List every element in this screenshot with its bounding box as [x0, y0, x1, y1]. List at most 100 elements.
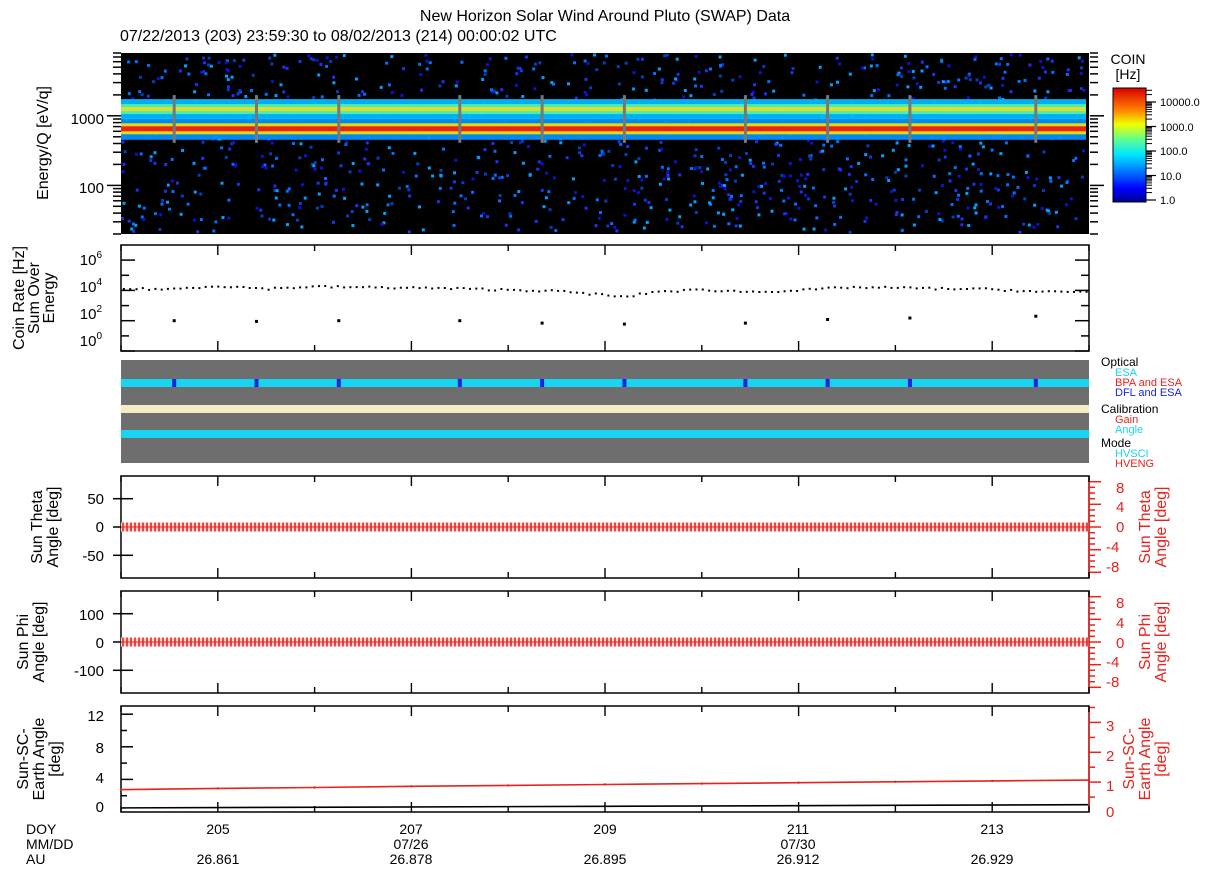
coin-rate-ytick-1e0: 100: [80, 331, 103, 350]
spectrogram-noise-pixel: [453, 180, 456, 184]
spectrogram-noise-pixel: [804, 177, 808, 181]
sun-theta-rlabel-1: Sun Theta: [1137, 490, 1154, 564]
coin-rate-point: [1029, 290, 1031, 292]
coin-rate-point: [815, 288, 817, 291]
spectrogram-noise-pixel: [1067, 89, 1071, 93]
coin-rate-point: [305, 286, 308, 289]
spectrogram-noise-pixel: [420, 88, 424, 92]
sun-phi-rtick-neg4: -4: [1106, 654, 1119, 671]
spectrogram-noise-pixel: [1003, 70, 1007, 74]
spectrogram-noise-pixel: [682, 95, 686, 99]
coin-rate-point: [852, 285, 855, 288]
spectrogram-noise-pixel: [657, 67, 661, 71]
coin-rate-point: [525, 290, 528, 293]
spectrogram-noise-pixel: [342, 187, 345, 191]
spectrogram-noise-pixel: [720, 89, 724, 93]
spectrogram-noise-pixel: [461, 181, 465, 185]
spectrogram-noise-pixel: [279, 83, 283, 87]
coin-rate-point: [764, 290, 767, 293]
coin-rate-point: [726, 289, 729, 292]
spectrogram-noise-pixel: [777, 153, 780, 157]
spectrogram-noise-pixel: [471, 177, 475, 181]
spectrogram-noise-pixel: [427, 166, 431, 170]
spectrogram-noise-pixel: [1033, 203, 1037, 207]
coin-rate-point: [1035, 290, 1038, 293]
coin-rate-point: [204, 285, 207, 288]
sun-theta-rtick-8: 8: [1116, 480, 1124, 497]
spectrogram-noise-pixel: [973, 57, 977, 61]
spectrogram-noise-pixel: [571, 177, 575, 181]
spectrogram-noise-pixel: [441, 147, 445, 151]
spectrogram-noise-pixel: [312, 164, 316, 168]
coin-rate-point: [166, 287, 169, 290]
spectrogram-noise-pixel: [599, 211, 602, 215]
x-tick-doy-213: 213: [980, 821, 1004, 837]
coin-rate-point: [1022, 290, 1025, 293]
spectrogram-noise-pixel: [912, 223, 916, 227]
spectrogram-noise-pixel: [1048, 176, 1052, 180]
sun-phi-rlabel-1: Sun Phi: [1137, 614, 1154, 670]
spectrogram-noise-pixel: [231, 94, 235, 98]
spectrogram-noise-pixel: [319, 62, 323, 66]
spectrogram-noise-pixel: [667, 177, 671, 181]
spectrogram-noise-pixel: [533, 87, 537, 91]
spectrogram-noise-pixel: [864, 173, 868, 177]
coin-rate-point: [129, 288, 132, 291]
spectrogram-noise-pixel: [228, 147, 232, 151]
spectrogram-noise-pixel: [704, 221, 708, 225]
coin-rate-point: [424, 286, 427, 289]
spectrogram-noise-pixel: [900, 74, 904, 78]
spectrogram-noise-pixel: [480, 214, 483, 218]
spectrogram-noise-pixel: [997, 205, 1001, 209]
spectrogram-noise-pixel: [320, 166, 324, 170]
sse-ytick-0: 0: [96, 799, 104, 816]
spectrogram-noise-pixel: [894, 213, 898, 216]
coin-rate-point: [802, 288, 805, 291]
colorbar-tick-10000: 10000.0: [1160, 97, 1200, 109]
coin-rate-panel: 106 104 102 100 Coin Rate [Hz] Sum Over …: [11, 244, 1090, 352]
spectrogram-noise-pixel: [534, 62, 537, 66]
spectrogram-noise-pixel: [1028, 63, 1032, 67]
coin-rate-point: [173, 287, 176, 290]
spectrogram-noise-pixel: [752, 96, 756, 100]
spectrogram-noise-pixel: [724, 161, 728, 165]
spectrogram-noise-pixel: [640, 57, 644, 61]
spectrogram-noise-pixel: [989, 202, 992, 206]
spectrogram-noise-pixel: [971, 162, 975, 166]
spectrogram-noise-pixel: [738, 156, 742, 159]
spectrogram-noise-pixel: [676, 72, 680, 76]
spectrogram-noise-pixel: [1001, 83, 1005, 87]
spectrogram-noise-pixel: [413, 151, 417, 155]
spectrogram-gap: [826, 95, 830, 143]
spectrogram-noise-pixel: [752, 190, 756, 194]
colorbar: COIN [Hz] 10000.0 1000.0 100.0 10.0 1.0: [1111, 51, 1200, 207]
spectrogram-noise-pixel: [760, 184, 763, 188]
coin-rate-point: [185, 286, 188, 289]
spectrogram-noise-pixel: [584, 206, 588, 210]
spectrogram-noise-pixel: [812, 227, 816, 231]
spectrogram-noise-pixel: [127, 219, 131, 223]
spectrogram-noise-pixel: [994, 62, 998, 66]
spectrogram-noise-pixel: [734, 165, 738, 169]
spectrogram-noise-pixel: [1032, 184, 1036, 188]
spectrogram-noise-pixel: [291, 213, 295, 217]
spectrogram-noise-pixel: [976, 168, 980, 171]
spectrogram-noise-pixel: [274, 196, 278, 200]
spectrogram-noise-pixel: [637, 175, 641, 178]
coin-rate-point: [582, 291, 585, 294]
coin-rate-point: [198, 287, 201, 290]
spectrogram-noise-pixel: [1049, 179, 1053, 183]
spectrogram-noise-pixel: [1045, 208, 1049, 212]
coin-rate-point: [387, 287, 390, 290]
spectrogram-noise-pixel: [953, 85, 957, 89]
spectrogram-noise-pixel: [364, 147, 368, 151]
spectrogram-noise-pixel: [226, 88, 230, 92]
spectrogram-noise-pixel: [453, 171, 457, 175]
spectrogram-noise-pixel: [694, 148, 698, 152]
colorbar-tick-100: 100.0: [1160, 146, 1188, 158]
spectrogram-noise-pixel: [968, 154, 972, 158]
spectrogram-noise-pixel: [626, 179, 630, 183]
spectrogram-noise-pixel: [976, 152, 980, 156]
spectrogram-noise-pixel: [718, 55, 722, 59]
spectrogram-noise-pixel: [170, 179, 174, 183]
